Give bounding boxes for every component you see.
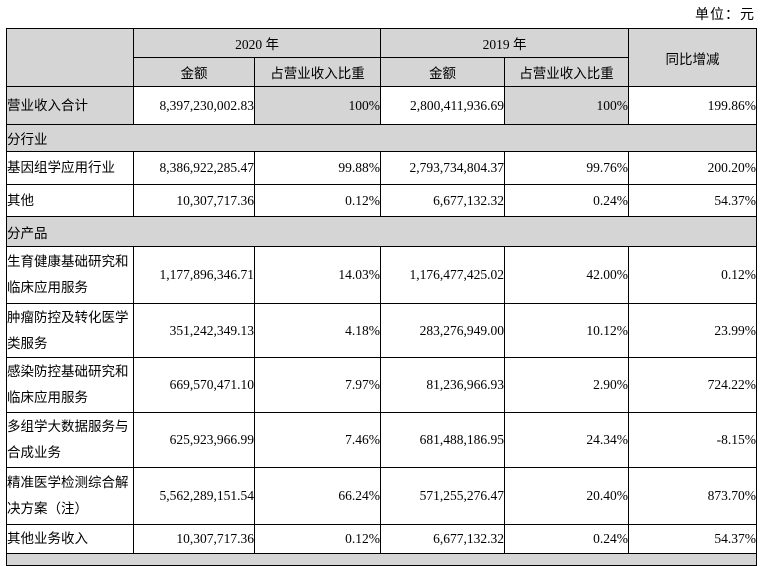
cell-share-2019: 0.24% [504,524,629,554]
cell-share-2019: 2.90% [504,357,629,413]
section-label-truncated [6,553,757,566]
cell-amount-2020: 10,307,717.36 [133,524,255,554]
cell-amount-2020: 10,307,717.36 [133,184,255,217]
row-label: 多组学大数据服务与合成业务 [6,412,134,468]
cell-amount-2019: 1,176,477,425.02 [380,246,505,304]
cell-amount-2019: 283,276,949.00 [380,303,505,358]
cell-amount-2019: 6,677,132.32 [380,184,505,217]
cell-yoy: 724.22% [628,357,757,413]
cell-share-2019: 0.24% [504,184,629,217]
row-label: 肿瘤防控及转化医学类服务 [6,303,134,358]
unit-label: 单位：元 [695,8,755,23]
section-row-product: 分产品 [6,216,757,247]
cell-share-2020: 7.46% [254,412,381,468]
cell-yoy: 873.70% [628,467,757,525]
header-share-2019: 占营业收入比重 [504,57,629,87]
table-row: 生育健康基础研究和临床应用服务 1,177,896,346.71 14.03% … [6,246,757,304]
header-row-subcolumns: 金额 占营业收入比重 金额 占营业收入比重 [7,57,757,87]
cell-amount-2019: 571,255,276.47 [380,467,505,525]
header-year-2020: 2020 年 [133,28,381,58]
section-label: 分行业 [6,124,757,152]
row-label: 感染防控基础研究和临床应用服务 [6,357,134,413]
header-year-2019: 2019 年 [380,28,629,58]
header-corner-cell [6,28,134,87]
cell-amount-2020: 1,177,896,346.71 [133,246,255,304]
cell-share-2020: 0.12% [254,184,381,217]
table-row: 肿瘤防控及转化医学类服务 351,242,349.13 4.18% 283,27… [6,303,757,358]
cell-share-2019: 20.40% [504,467,629,525]
cell-amount-2020: 625,923,966.99 [133,412,255,468]
cell-share-2020: 14.03% [254,246,381,304]
cell-yoy: 0.12% [628,246,757,304]
row-label: 生育健康基础研究和临床应用服务 [6,246,134,304]
header-amount-2019: 金额 [380,57,505,87]
cell-share-2019: 100% [504,86,629,125]
row-label: 基因组学应用行业 [6,151,134,185]
table-row: 精准医学检测综合解决方案（注） 5,562,289,151.54 66.24% … [6,467,757,525]
cell-amount-2019: 81,236,966.93 [380,357,505,413]
header-amount-2020: 金额 [133,57,255,87]
section-label: 分产品 [6,216,757,247]
cell-amount-2020: 669,570,471.10 [133,357,255,413]
cell-share-2019: 99.76% [504,151,629,185]
header-row-years: 2020 年 2019 年 同比增减 [6,28,757,87]
cell-yoy: 54.37% [628,524,757,554]
cell-amount-2020: 5,562,289,151.54 [133,467,255,525]
section-row-industry: 分行业 [6,124,757,152]
cell-share-2019: 24.34% [504,412,629,468]
cell-amount-2019: 2,793,734,804.37 [380,151,505,185]
cell-amount-2019: 2,800,411,936.69 [380,86,505,125]
row-label: 其他业务收入 [6,524,134,554]
header-yoy: 同比增减 [628,28,757,87]
cell-yoy: 54.37% [628,184,757,217]
table-row: 多组学大数据服务与合成业务 625,923,966.99 7.46% 681,4… [6,412,757,468]
cell-amount-2019: 681,488,186.95 [380,412,505,468]
cell-yoy: 200.20% [628,151,757,185]
revenue-table: 2020 年 2019 年 同比增减 金额 占营业收入比重 金额 占营业收入比重… [6,28,757,566]
cell-share-2020: 66.24% [254,467,381,525]
cell-amount-2020: 8,397,230,002.83 [133,86,255,125]
header-share-2020: 占营业收入比重 [254,57,381,87]
table-row: 基因组学应用行业 8,386,922,285.47 99.88% 2,793,7… [6,151,757,185]
cell-yoy: -8.15% [628,412,757,468]
table-row: 其他 10,307,717.36 0.12% 6,677,132.32 0.24… [6,184,757,217]
row-label: 其他 [6,184,134,217]
row-label: 精准医学检测综合解决方案（注） [6,467,134,525]
cell-yoy: 199.86% [628,86,757,125]
cell-share-2019: 10.12% [504,303,629,358]
table-row-total: 营业收入合计 8,397,230,002.83 100% 2,800,411,9… [6,86,757,125]
table-row: 感染防控基础研究和临床应用服务 669,570,471.10 7.97% 81,… [6,357,757,413]
cell-share-2020: 99.88% [254,151,381,185]
row-label: 营业收入合计 [6,86,134,125]
cell-share-2020: 100% [254,86,381,125]
section-row-truncated [6,553,757,566]
cell-amount-2020: 8,386,922,285.47 [133,151,255,185]
cell-share-2020: 4.18% [254,303,381,358]
table-row: 其他业务收入 10,307,717.36 0.12% 6,677,132.32 … [6,524,757,554]
cell-yoy: 23.99% [628,303,757,358]
cell-amount-2019: 6,677,132.32 [380,524,505,554]
cell-share-2020: 0.12% [254,524,381,554]
cell-amount-2020: 351,242,349.13 [133,303,255,358]
cell-share-2020: 7.97% [254,357,381,413]
cell-share-2019: 42.00% [504,246,629,304]
